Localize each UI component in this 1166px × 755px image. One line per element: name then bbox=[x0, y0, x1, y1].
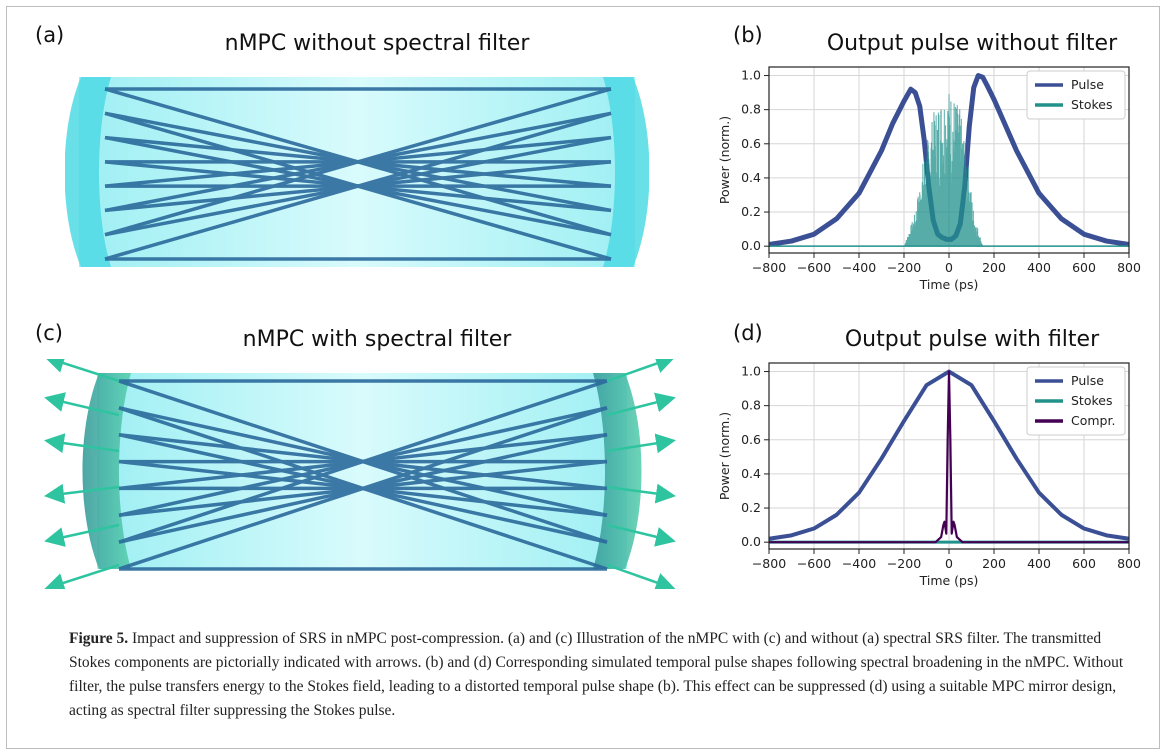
y-tick-label: 0.8 bbox=[741, 102, 761, 117]
legend-box bbox=[1026, 366, 1126, 436]
caption-text: Impact and suppression of SRS in nMPC po… bbox=[69, 630, 1124, 719]
y-tick-label: 0.6 bbox=[741, 432, 761, 447]
x-tick-label: 800 bbox=[1117, 260, 1141, 275]
y-tick-label: 1.0 bbox=[741, 68, 761, 83]
series-stokes bbox=[903, 94, 983, 247]
panel-d-letter: (d) bbox=[733, 321, 763, 345]
legend-entry: Pulse bbox=[1071, 77, 1104, 92]
legend-entry: Pulse bbox=[1071, 373, 1104, 388]
beam-line bbox=[104, 87, 612, 237]
legend-entry: Stokes bbox=[1071, 393, 1112, 408]
stokes-arrow bbox=[44, 563, 120, 589]
stokes-arrow bbox=[606, 392, 676, 417]
chart-b: −800 −600 −400 −200 0 200 400 600 800 0.0 0.2 0.4 0.… bbox=[717, 66, 1141, 292]
x-axis-label: Time (ps) bbox=[919, 277, 979, 292]
panel-a-title: nMPC without spectral filter bbox=[224, 31, 530, 56]
panel-b-title: Output pulse without filter bbox=[826, 31, 1118, 56]
stokes-arrow bbox=[44, 433, 120, 454]
figure-frame: (a) nMPC without spectral filter (b) Out… bbox=[6, 6, 1160, 749]
x-tick-label: 0 bbox=[945, 260, 953, 275]
y-tick-label: 0.2 bbox=[741, 204, 761, 219]
beam-paths bbox=[118, 379, 608, 571]
x-tick-label: 400 bbox=[1027, 260, 1051, 275]
figure-caption: Figure 5. Impact and suppression of SRS … bbox=[69, 627, 1129, 723]
x-tick-label: 0 bbox=[945, 556, 953, 571]
x-tick-label: 800 bbox=[1117, 556, 1141, 571]
beam-line bbox=[118, 406, 608, 571]
y-axis-label: Power (norm.) bbox=[717, 116, 732, 204]
beam-paths bbox=[104, 87, 612, 261]
y-tick-label: 0.2 bbox=[741, 500, 761, 515]
nmpc-illustration-a bbox=[65, 77, 649, 267]
legend: Pulse Stokes Compr. bbox=[1026, 366, 1126, 436]
series-compr bbox=[769, 370, 1129, 544]
legend-entry: Compr. bbox=[1071, 413, 1115, 428]
x-tick-label: 400 bbox=[1027, 556, 1051, 571]
y-tick-label: 1.0 bbox=[741, 364, 761, 379]
x-tick-label: 200 bbox=[982, 260, 1006, 275]
x-tick-label: −600 bbox=[797, 556, 831, 571]
stokes-arrow bbox=[606, 563, 676, 589]
stokes-arrow bbox=[606, 359, 676, 383]
x-tick-label: −400 bbox=[842, 260, 876, 275]
legend-box bbox=[1026, 70, 1126, 120]
stokes-arrow bbox=[44, 359, 120, 383]
panel-b-letter: (b) bbox=[733, 23, 763, 47]
x-axis-label: Time (ps) bbox=[919, 573, 979, 588]
left-filter-mirror bbox=[82, 373, 131, 569]
stokes-arrow bbox=[44, 483, 120, 504]
beam-line bbox=[104, 111, 612, 261]
stokes-arrow bbox=[44, 523, 120, 547]
x-tick-label: −200 bbox=[887, 260, 921, 275]
stokes-arrow bbox=[44, 392, 120, 417]
y-tick-label: 0.8 bbox=[741, 398, 761, 413]
x-tick-label: −400 bbox=[842, 556, 876, 571]
x-tick-label: −800 bbox=[752, 556, 786, 571]
chart-d: −800 −600 −400 −200 0 200 400 600 800 0.0 0.2 0.4 0.… bbox=[717, 362, 1141, 588]
panel-c-letter: (c) bbox=[35, 321, 63, 345]
right-filter-mirror bbox=[593, 373, 642, 569]
x-tick-label: −600 bbox=[797, 260, 831, 275]
x-tick-label: 600 bbox=[1072, 556, 1096, 571]
legend: Pulse Stokes bbox=[1026, 70, 1126, 120]
left-mirror bbox=[65, 77, 111, 267]
x-tick-label: 200 bbox=[982, 556, 1006, 571]
nmpc-illustration-c bbox=[44, 359, 676, 589]
stokes-arrows bbox=[44, 359, 676, 589]
beam-line bbox=[118, 379, 608, 544]
stokes-arrow bbox=[606, 523, 676, 547]
y-axis-label: Power (norm.) bbox=[717, 412, 732, 500]
y-tick-label: 0.4 bbox=[741, 466, 761, 481]
x-tick-label: −800 bbox=[752, 260, 786, 275]
y-tick-label: 0.0 bbox=[741, 534, 761, 549]
right-mirror bbox=[603, 77, 649, 267]
panel-c-title: nMPC with spectral filter bbox=[242, 327, 512, 352]
cell-body bbox=[97, 373, 627, 569]
y-tick-label: 0.0 bbox=[741, 238, 761, 253]
y-tick-label: 0.6 bbox=[741, 136, 761, 151]
panel-a-letter: (a) bbox=[35, 23, 65, 47]
panel-d-title: Output pulse with filter bbox=[844, 327, 1100, 352]
y-tick-label: 0.4 bbox=[741, 170, 761, 185]
legend-entry: Stokes bbox=[1071, 97, 1112, 112]
x-tick-label: 600 bbox=[1072, 260, 1096, 275]
x-tick-label: −200 bbox=[887, 556, 921, 571]
caption-label: Figure 5. bbox=[69, 630, 129, 647]
stokes-arrow bbox=[606, 483, 676, 504]
stokes-arrow bbox=[606, 433, 676, 454]
